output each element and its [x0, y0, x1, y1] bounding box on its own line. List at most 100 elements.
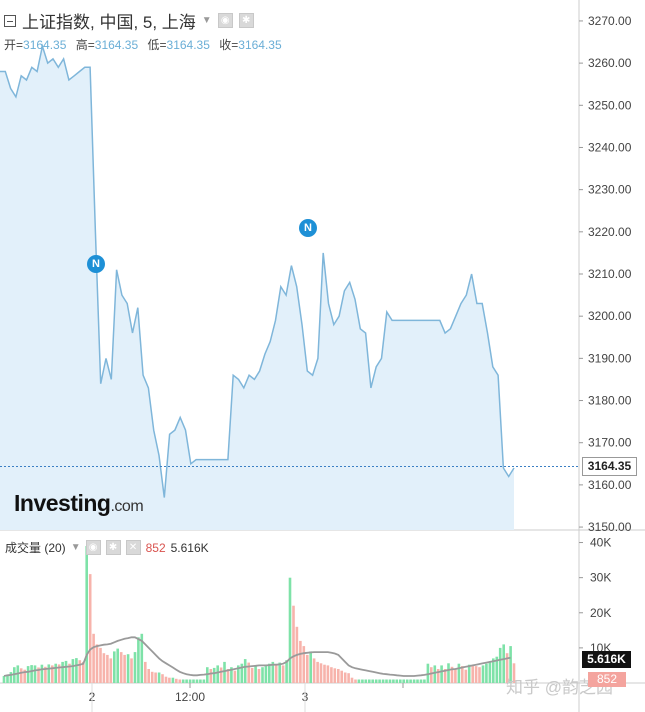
- volume-bar: [106, 654, 109, 683]
- volume-bar: [326, 665, 330, 683]
- volume-bar: [347, 673, 350, 683]
- volume-bar: [75, 658, 78, 683]
- volume-bar: [478, 667, 481, 683]
- ohlc-low-label: 低=: [147, 38, 167, 52]
- volume-bar: [381, 679, 385, 683]
- volume-bar: [461, 666, 464, 683]
- volume-bar: [333, 668, 337, 683]
- volume-bar: [399, 679, 402, 683]
- volume-bar: [371, 679, 374, 683]
- volume-label: 成交量 (20): [5, 541, 66, 555]
- chart-title: 上证指数, 中国, 5, 上海: [22, 13, 196, 32]
- volume-bar: [209, 669, 213, 683]
- volume-bar: [6, 674, 9, 683]
- volume-bar: [195, 679, 199, 683]
- volume-bar: [133, 652, 137, 683]
- volume-bar: [450, 666, 454, 683]
- volume-bar: [130, 658, 133, 683]
- volume-bar: [68, 663, 71, 683]
- visibility-icon[interactable]: ◉: [85, 540, 101, 555]
- volume-ma-line: [3, 636, 511, 677]
- volume-bar: [30, 665, 33, 683]
- volume-bar: [51, 665, 54, 683]
- y-tick-label: 3160.00: [588, 478, 632, 492]
- volume-bar: [288, 577, 292, 683]
- news-marker-2[interactable]: N: [299, 219, 317, 237]
- volume-bar: [440, 665, 443, 683]
- ohlc-high-label: 高=: [75, 38, 95, 52]
- visibility-icon[interactable]: ◉: [217, 13, 233, 28]
- volume-bar: [306, 654, 309, 683]
- y-tick-label: 3150.00: [588, 520, 632, 534]
- volume-bar: [88, 574, 92, 683]
- volume-bar: [237, 665, 240, 683]
- volume-bar: [188, 679, 192, 683]
- volume-bar: [354, 679, 357, 683]
- gear-icon[interactable]: ✱: [238, 13, 254, 28]
- volume-bar: [37, 667, 40, 683]
- volume-bar: [119, 652, 123, 683]
- volume-tick-label: 40K: [590, 536, 611, 550]
- volume-bar: [254, 665, 257, 683]
- volume-bar: [171, 677, 175, 683]
- volume-bar: [192, 679, 195, 683]
- volume-bar: [388, 679, 392, 683]
- y-tick-label: 3260.00: [588, 56, 632, 70]
- volume-bar: [285, 660, 288, 683]
- volume-tick-label: 20K: [590, 606, 611, 620]
- volume-bar: [485, 663, 488, 683]
- volume-bar: [419, 679, 423, 683]
- close-icon[interactable]: ✕: [125, 540, 141, 555]
- ohlc-readout: 开=3164.35 高=3164.35 低=3164.35 收=3164.35: [4, 36, 288, 53]
- chevron-down-icon[interactable]: ▼: [70, 542, 81, 553]
- volume-bar: [316, 661, 319, 683]
- volume-bar: [147, 669, 150, 683]
- volume-bar: [26, 666, 30, 683]
- volume-bar: [126, 654, 130, 683]
- volume-bar: [495, 656, 499, 683]
- volume-bar: [71, 659, 75, 683]
- volume-bar: [61, 661, 64, 683]
- volume-bar: [319, 663, 323, 683]
- volume-bar: [116, 648, 119, 683]
- volume-bar: [240, 663, 244, 683]
- volume-bar: [323, 664, 326, 683]
- volume-bar: [512, 663, 516, 683]
- volume-bar: [443, 669, 447, 683]
- volume-bar: [185, 679, 188, 683]
- volume-last-down: 852: [145, 540, 166, 555]
- volume-bar: [168, 677, 171, 683]
- chevron-down-icon[interactable]: ▼: [201, 15, 212, 26]
- collapse-icon[interactable]: [4, 14, 16, 27]
- news-marker-1[interactable]: N: [87, 255, 105, 273]
- volume-bar: [202, 679, 206, 683]
- volume-bar: [92, 633, 95, 683]
- volume-bar: [230, 667, 233, 683]
- volume-bar: [274, 664, 278, 683]
- y-tick-label: 3270.00: [588, 14, 632, 28]
- volume-bar: [154, 672, 157, 683]
- volume-bar: [82, 661, 85, 683]
- volume-bar: [9, 672, 13, 683]
- gear-icon[interactable]: ✱: [105, 540, 121, 555]
- volume-tag: 5.616K: [582, 651, 631, 668]
- volume-bar: [47, 664, 51, 683]
- volume-bar: [257, 669, 261, 683]
- ohlc-close-label: 收=: [219, 38, 239, 52]
- volume-bar: [340, 670, 343, 683]
- volume-bar: [57, 664, 61, 683]
- volume-bar: [395, 679, 399, 683]
- volume-bar: [392, 679, 395, 683]
- watermark: 知乎 @韵芝园: [506, 678, 613, 697]
- y-tick-label: 3170.00: [588, 436, 632, 450]
- volume-bar: [481, 665, 485, 683]
- volume-tick-label: 30K: [590, 571, 611, 585]
- y-tick-label: 3210.00: [588, 267, 632, 281]
- volume-bar: [137, 637, 140, 683]
- volume-bar: [330, 667, 333, 683]
- volume-bar: [278, 662, 281, 683]
- volume-bar: [78, 660, 82, 683]
- volume-bar: [113, 651, 116, 683]
- volume-bar: [33, 665, 37, 683]
- volume-bar: [302, 646, 306, 683]
